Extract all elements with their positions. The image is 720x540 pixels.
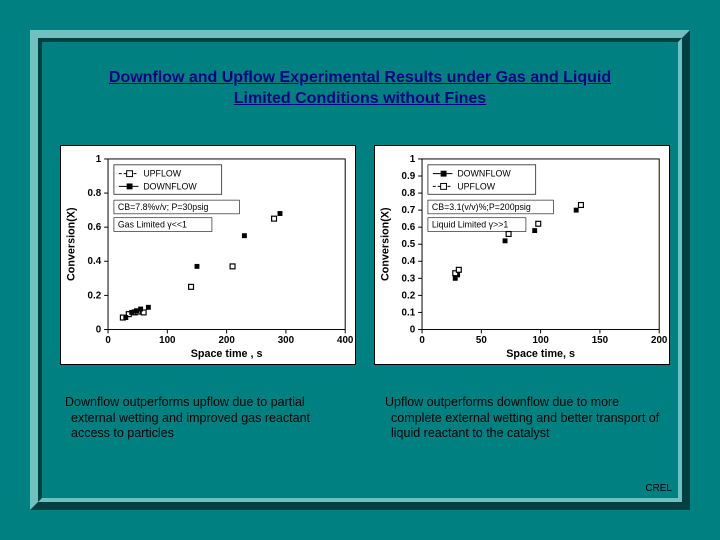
caption-right: Upflow outperforms downflow due to more … <box>385 395 665 442</box>
svg-text:100: 100 <box>159 335 176 346</box>
chart-right: 0 50 100 150 200 0 0.1 0.2 0.3 0.4 0.5 0.6 0.7 0.8 0.9… <box>374 145 670 365</box>
svg-text:100: 100 <box>532 335 549 346</box>
caption-left: Downflow outperforms upflow due to parti… <box>65 395 345 442</box>
title-line-1: Downflow and Upflow Experimental Results… <box>109 69 611 86</box>
svg-text:0.4: 0.4 <box>402 256 416 267</box>
svg-text:UPFLOW: UPFLOW <box>457 181 495 191</box>
svg-text:Space time, s: Space time, s <box>506 348 575 360</box>
svg-text:0.8: 0.8 <box>402 188 416 199</box>
captions-row: Downflow outperforms upflow due to parti… <box>65 395 665 442</box>
svg-text:1: 1 <box>410 154 416 165</box>
svg-text:0.4: 0.4 <box>88 256 102 267</box>
svg-text:DOWNFLOW: DOWNFLOW <box>457 169 511 179</box>
svg-text:Conversion(X): Conversion(X) <box>66 207 78 281</box>
svg-text:0.7: 0.7 <box>402 205 416 216</box>
svg-text:0.6: 0.6 <box>402 222 416 233</box>
svg-text:Liquid Limited γ>>1: Liquid Limited γ>>1 <box>432 220 509 230</box>
slide-title: Downflow and Upflow Experimental Results… <box>42 68 678 110</box>
svg-text:UPFLOW: UPFLOW <box>143 169 181 179</box>
svg-text:0.2: 0.2 <box>402 290 416 301</box>
svg-text:400: 400 <box>337 335 354 346</box>
slide-outer: Downflow and Upflow Experimental Results… <box>0 0 720 540</box>
chart-right-svg: 0 50 100 150 200 0 0.1 0.2 0.3 0.4 0.5 0.6 0.7 0.8 0.9… <box>375 146 669 364</box>
svg-text:0.6: 0.6 <box>88 222 102 233</box>
chart-left: 0 100 200 300 400 0 0.2 0.4 0.6 0.8 1 Space time , … <box>60 145 356 365</box>
svg-text:0: 0 <box>96 324 102 335</box>
svg-text:300: 300 <box>278 335 295 346</box>
svg-text:150: 150 <box>592 335 609 346</box>
svg-text:0: 0 <box>410 324 416 335</box>
svg-text:200: 200 <box>218 335 235 346</box>
title-line-2: Limited Conditions without Fines <box>234 90 486 107</box>
svg-text:50: 50 <box>476 335 487 346</box>
svg-text:0.2: 0.2 <box>88 290 102 301</box>
svg-text:0.8: 0.8 <box>88 188 102 199</box>
svg-text:Space time , s: Space time , s <box>191 348 263 360</box>
svg-text:0.1: 0.1 <box>402 307 416 318</box>
svg-text:Conversion(X): Conversion(X) <box>380 207 392 281</box>
charts-row: 010020030040000.20.40.60.81Space time , … <box>60 145 670 365</box>
chart-left-svg: 0 100 200 300 400 0 0.2 0.4 0.6 0.8 1 Space time , … <box>61 146 355 364</box>
svg-text:200: 200 <box>651 335 668 346</box>
svg-text:Gas Limited γ<<1: Gas Limited γ<<1 <box>118 220 187 230</box>
svg-text:0: 0 <box>419 335 425 346</box>
svg-text:1: 1 <box>96 154 102 165</box>
svg-text:0.9: 0.9 <box>402 171 416 182</box>
svg-text:0: 0 <box>105 335 111 346</box>
svg-text:DOWNFLOW: DOWNFLOW <box>143 181 197 191</box>
svg-text:CB=3.1(v/v)%;P=200psig: CB=3.1(v/v)%;P=200psig <box>432 202 531 212</box>
svg-text:0.3: 0.3 <box>402 273 416 284</box>
footer-label: CREL <box>645 483 672 494</box>
svg-text:CB=7.8%v/v; P=30psig: CB=7.8%v/v; P=30psig <box>118 202 209 212</box>
svg-text:0.5: 0.5 <box>402 239 416 250</box>
